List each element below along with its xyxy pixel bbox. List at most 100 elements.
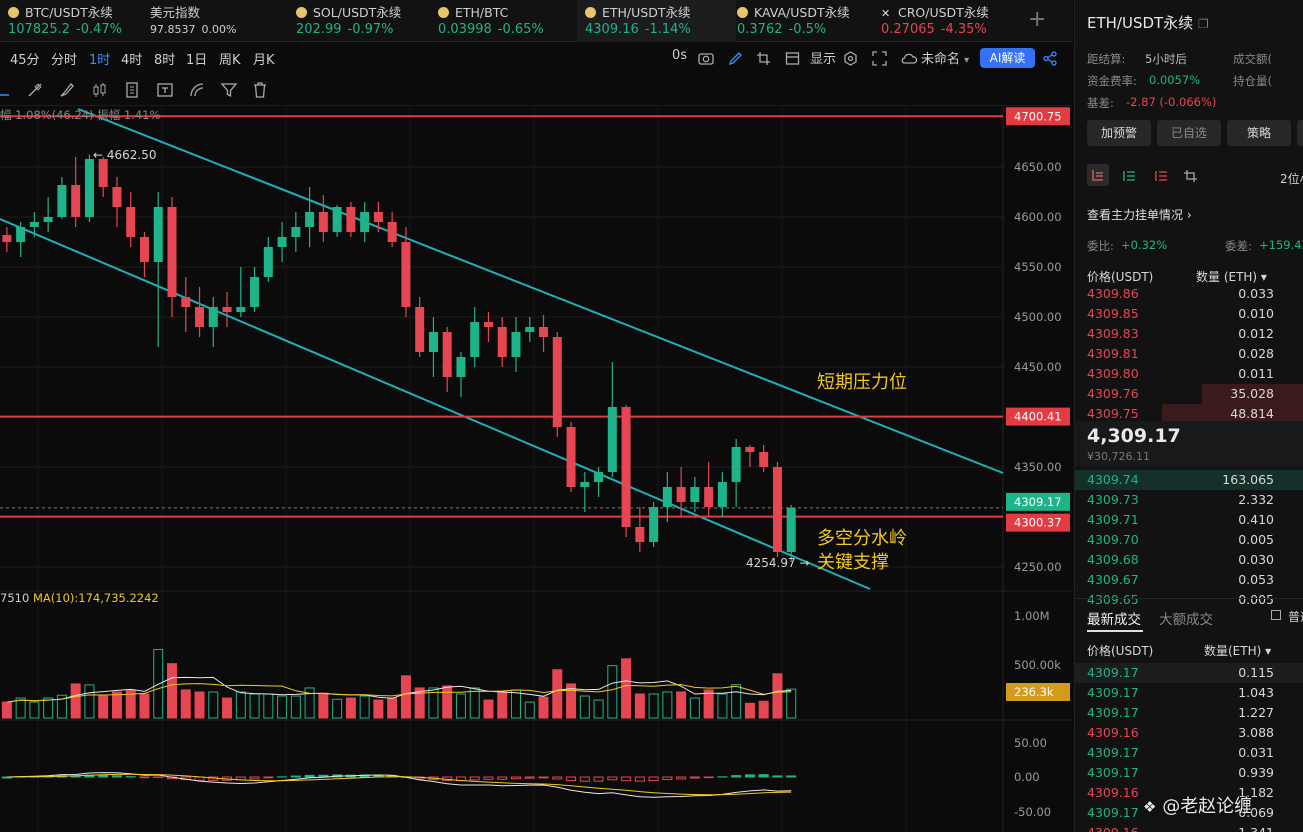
brush-tool-icon[interactable] — [58, 81, 76, 99]
volume-bar — [1, 701, 12, 719]
panel-icon[interactable] — [785, 51, 800, 66]
fullscreen-icon[interactable] — [872, 51, 887, 66]
candle-body — [250, 277, 260, 307]
level-lines — [0, 115, 1003, 518]
ticker-name-text: CRO/USDT永续 — [898, 5, 989, 20]
ask-price: 4309.80 — [1087, 366, 1139, 381]
cloud-icon[interactable] — [900, 52, 918, 65]
macd-bar — [648, 776, 659, 782]
kline-chart-svg[interactable]: 4650.00 4600.00 4550.00 4500.00 4450.00 4350.… — [0, 107, 1073, 832]
bid-row[interactable]: 4309.70 0.005 — [1075, 530, 1303, 550]
share-icon[interactable] — [1043, 51, 1057, 66]
orderbook-trades-icon[interactable] — [1183, 168, 1199, 184]
interval-6[interactable]: 周K — [219, 53, 241, 68]
interval-7[interactable]: 月K — [253, 53, 275, 68]
turnover-label: 成交额( — [1233, 52, 1272, 66]
interval-2[interactable]: 1时 — [89, 53, 111, 68]
interval-4[interactable]: 8时 — [154, 53, 176, 68]
volume-bar — [455, 693, 466, 719]
favorite-button[interactable]: 已自选 — [1157, 120, 1221, 146]
main-orders-link[interactable]: 查看主力挂单情况 › — [1087, 208, 1192, 222]
ticker-change: -0.65% — [497, 22, 544, 37]
ticker-tab[interactable]: SOL/USDT永续 202.99 -0.97% — [288, 0, 434, 42]
candle-body — [167, 207, 177, 297]
ticker-tab[interactable]: BTC/USDT永续 107825.2 -0.47% — [0, 0, 148, 42]
depth-precision-select[interactable]: 2位小 — [1280, 172, 1303, 186]
kline-chart[interactable]: 4650.00 4600.00 4550.00 4500.00 4450.00 4350.… — [0, 107, 1073, 832]
candle-body — [649, 507, 659, 542]
volume-ma5-line — [6, 676, 792, 703]
volume-bar — [43, 697, 54, 719]
orderbook-both-tab[interactable] — [1087, 164, 1109, 186]
interval-1[interactable]: 分时 — [51, 53, 78, 68]
orderbook-qty-header[interactable]: 数量 (ETH) ▾ — [1196, 270, 1267, 284]
ticker-tab[interactable]: ✕ CRO/USDT永续 0.27065 -4.35% — [873, 0, 1019, 42]
orderbook-bids-icon[interactable] — [1121, 168, 1137, 184]
copy-icon[interactable]: ❐ — [1197, 17, 1209, 31]
text-tool-icon[interactable] — [156, 81, 174, 99]
resistance-annotation: 短期压力位 — [817, 372, 907, 393]
right-panel: ETH/USDT永续 ❐ 距结算: 5小时后 成交额( 资金费率: 0.0057… — [1074, 0, 1303, 832]
ask-row[interactable]: 4309.80 0.011 — [1075, 364, 1303, 384]
filter-tool-icon[interactable] — [220, 81, 238, 99]
candle-body — [71, 185, 81, 217]
normal-checkbox[interactable] — [1271, 610, 1281, 620]
bid-row[interactable]: 4309.74 163.065 — [1075, 470, 1303, 490]
macd-bar — [703, 776, 714, 779]
bid-row[interactable]: 4309.67 0.053 — [1075, 570, 1303, 590]
display-button[interactable]: 显示 — [810, 52, 837, 67]
tab-latest-trades[interactable]: 最新成交 — [1087, 612, 1141, 628]
ask-row[interactable]: 4309.81 0.028 — [1075, 344, 1303, 364]
ask-row[interactable]: 4309.83 0.012 — [1075, 324, 1303, 344]
bid-row[interactable]: 4309.73 2.332 — [1075, 490, 1303, 510]
tab-large-trades[interactable]: 大额成交 — [1159, 612, 1213, 628]
cursor-tool-icon[interactable] — [0, 81, 12, 99]
price-tick: 4650.00 — [1014, 160, 1062, 174]
crop-icon[interactable] — [756, 51, 771, 66]
ask-qty: 0.033 — [1238, 286, 1274, 301]
high-price-label: ← 4662.50 — [93, 148, 157, 162]
bid-row[interactable]: 4309.68 0.030 — [1075, 550, 1303, 570]
ruler-tool-icon[interactable] — [123, 81, 141, 99]
candle-tool-icon[interactable] — [91, 81, 109, 99]
ai-analysis-button[interactable]: AI解读 — [980, 48, 1035, 68]
bid-row[interactable]: 4309.65 0.005 — [1075, 590, 1303, 610]
settings-icon[interactable] — [843, 51, 858, 66]
orderbook-asks-icon[interactable] — [1153, 168, 1169, 184]
trade-row: 4309.17 0.939 — [1075, 763, 1303, 783]
channel-upper-line — [77, 108, 1004, 474]
interval-3[interactable]: 4时 — [121, 53, 143, 68]
volume-bar — [621, 658, 632, 719]
ask-row[interactable]: 4309.75 48.814 — [1075, 404, 1303, 424]
diff-value: +159.42 — [1259, 238, 1303, 252]
interval-0[interactable]: 45分 — [10, 53, 40, 68]
fib-tool-icon[interactable] — [188, 81, 206, 99]
oi-label: 持仓量( — [1233, 74, 1272, 88]
bid-row[interactable]: 4309.71 0.410 — [1075, 510, 1303, 530]
ask-row[interactable]: 4309.85 0.010 — [1075, 304, 1303, 324]
ticker-tab[interactable]: 美元指数 97.8537 0.00% — [142, 0, 288, 42]
ticker-tab[interactable]: ETH/USDT永续 4309.16 -1.14% — [577, 0, 736, 42]
ask-row[interactable]: 4309.86 0.033 — [1075, 284, 1303, 304]
ask-row[interactable]: 4309.76 35.028 — [1075, 384, 1303, 404]
low-price-label: 4254.97 → — [746, 556, 810, 570]
pen-icon[interactable] — [728, 51, 743, 66]
add-alert-button[interactable]: 加预警 — [1087, 120, 1151, 146]
volume-bar — [469, 687, 480, 719]
trash-icon[interactable] — [251, 81, 269, 99]
ticker-tab[interactable]: ETH/BTC 0.03998 -0.65% — [430, 0, 570, 42]
candle-body — [594, 472, 604, 482]
layout-name-select[interactable]: 未命名 ▾ — [921, 48, 969, 67]
line-tool-icon[interactable] — [26, 81, 44, 99]
candle-body — [43, 217, 53, 222]
candle-body — [772, 467, 782, 552]
interval-5[interactable]: 1日 — [186, 53, 208, 68]
add-tab-icon[interactable]: + — [1028, 7, 1047, 32]
trade-price: 4309.16 — [1087, 785, 1139, 800]
strategy-button[interactable]: 策略 — [1227, 120, 1291, 146]
trades-qty-header[interactable]: 数量(ETH) ▾ — [1204, 644, 1272, 658]
camera-icon[interactable] — [698, 51, 714, 65]
candle-body — [181, 297, 191, 307]
more-button[interactable] — [1297, 120, 1303, 146]
ticker-tab[interactable]: KAVA/USDT永续 0.3762 -0.5% — [729, 0, 875, 42]
